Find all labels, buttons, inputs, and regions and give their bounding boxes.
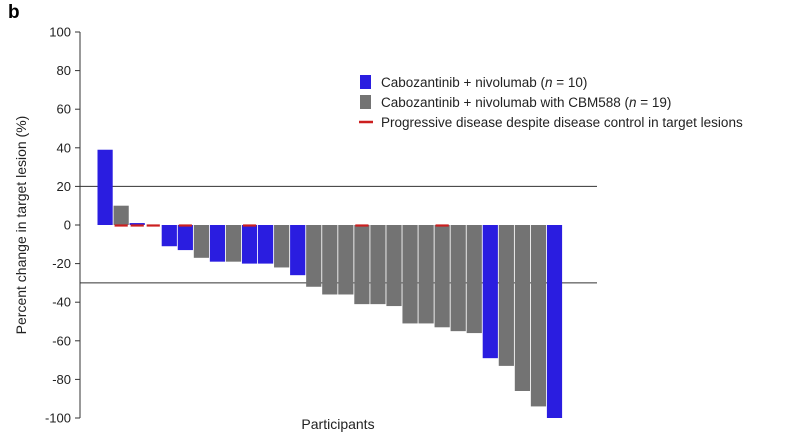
bar — [322, 225, 337, 294]
legend-swatch — [360, 95, 371, 109]
bar — [226, 225, 241, 262]
y-tick-label: 20 — [57, 179, 71, 194]
y-axis: 100 80 60 40 20 0 -20 -40 -60 -80 -100 — [45, 25, 80, 426]
bar — [274, 225, 289, 267]
bar — [370, 225, 385, 304]
bar — [547, 225, 562, 418]
bar — [386, 225, 401, 306]
bar — [306, 225, 321, 287]
bar — [531, 225, 546, 406]
bar — [467, 225, 482, 333]
bar — [499, 225, 514, 366]
bar — [178, 225, 193, 250]
bar — [419, 225, 434, 323]
bar — [210, 225, 225, 262]
y-tick-label: -60 — [52, 333, 71, 348]
bar — [114, 206, 129, 225]
bars — [98, 150, 563, 418]
bar — [483, 225, 498, 358]
y-tick-label: -20 — [52, 256, 71, 271]
legend-label: Cabozantinib + nivolumab with CBM588 (n … — [381, 95, 671, 110]
legend-label: Progressive disease despite disease cont… — [381, 115, 743, 130]
y-tick-label: 40 — [57, 140, 71, 155]
y-tick-label: 100 — [49, 25, 71, 40]
bar — [515, 225, 530, 391]
y-tick-label: 60 — [57, 102, 71, 117]
legend-label: Cabozantinib + nivolumab (n = 10) — [381, 75, 587, 90]
y-tick-label: -80 — [52, 372, 71, 387]
bar — [402, 225, 417, 323]
waterfall-chart: 100 80 60 40 20 0 -20 -40 -60 -80 -100 Cabozantini… — [0, 0, 800, 442]
legend-swatch — [360, 75, 371, 89]
legend: Cabozantinib + nivolumab (n = 10) Cabozan… — [359, 75, 743, 130]
bar — [435, 225, 450, 327]
bar — [354, 225, 369, 304]
bar — [451, 225, 466, 331]
y-axis-label: Percent change in target lesion (%) — [13, 116, 29, 335]
y-tick-label: -100 — [45, 411, 71, 426]
bar — [338, 225, 353, 294]
y-tick-label: 80 — [57, 63, 71, 78]
x-axis-label: Participants — [301, 416, 374, 432]
bar — [98, 150, 113, 225]
y-tick-label: 0 — [64, 218, 71, 233]
y-tick-label: -40 — [52, 295, 71, 310]
bar — [258, 225, 273, 264]
bar — [194, 225, 209, 258]
bar — [162, 225, 177, 246]
bar — [290, 225, 305, 275]
bar — [242, 225, 257, 264]
